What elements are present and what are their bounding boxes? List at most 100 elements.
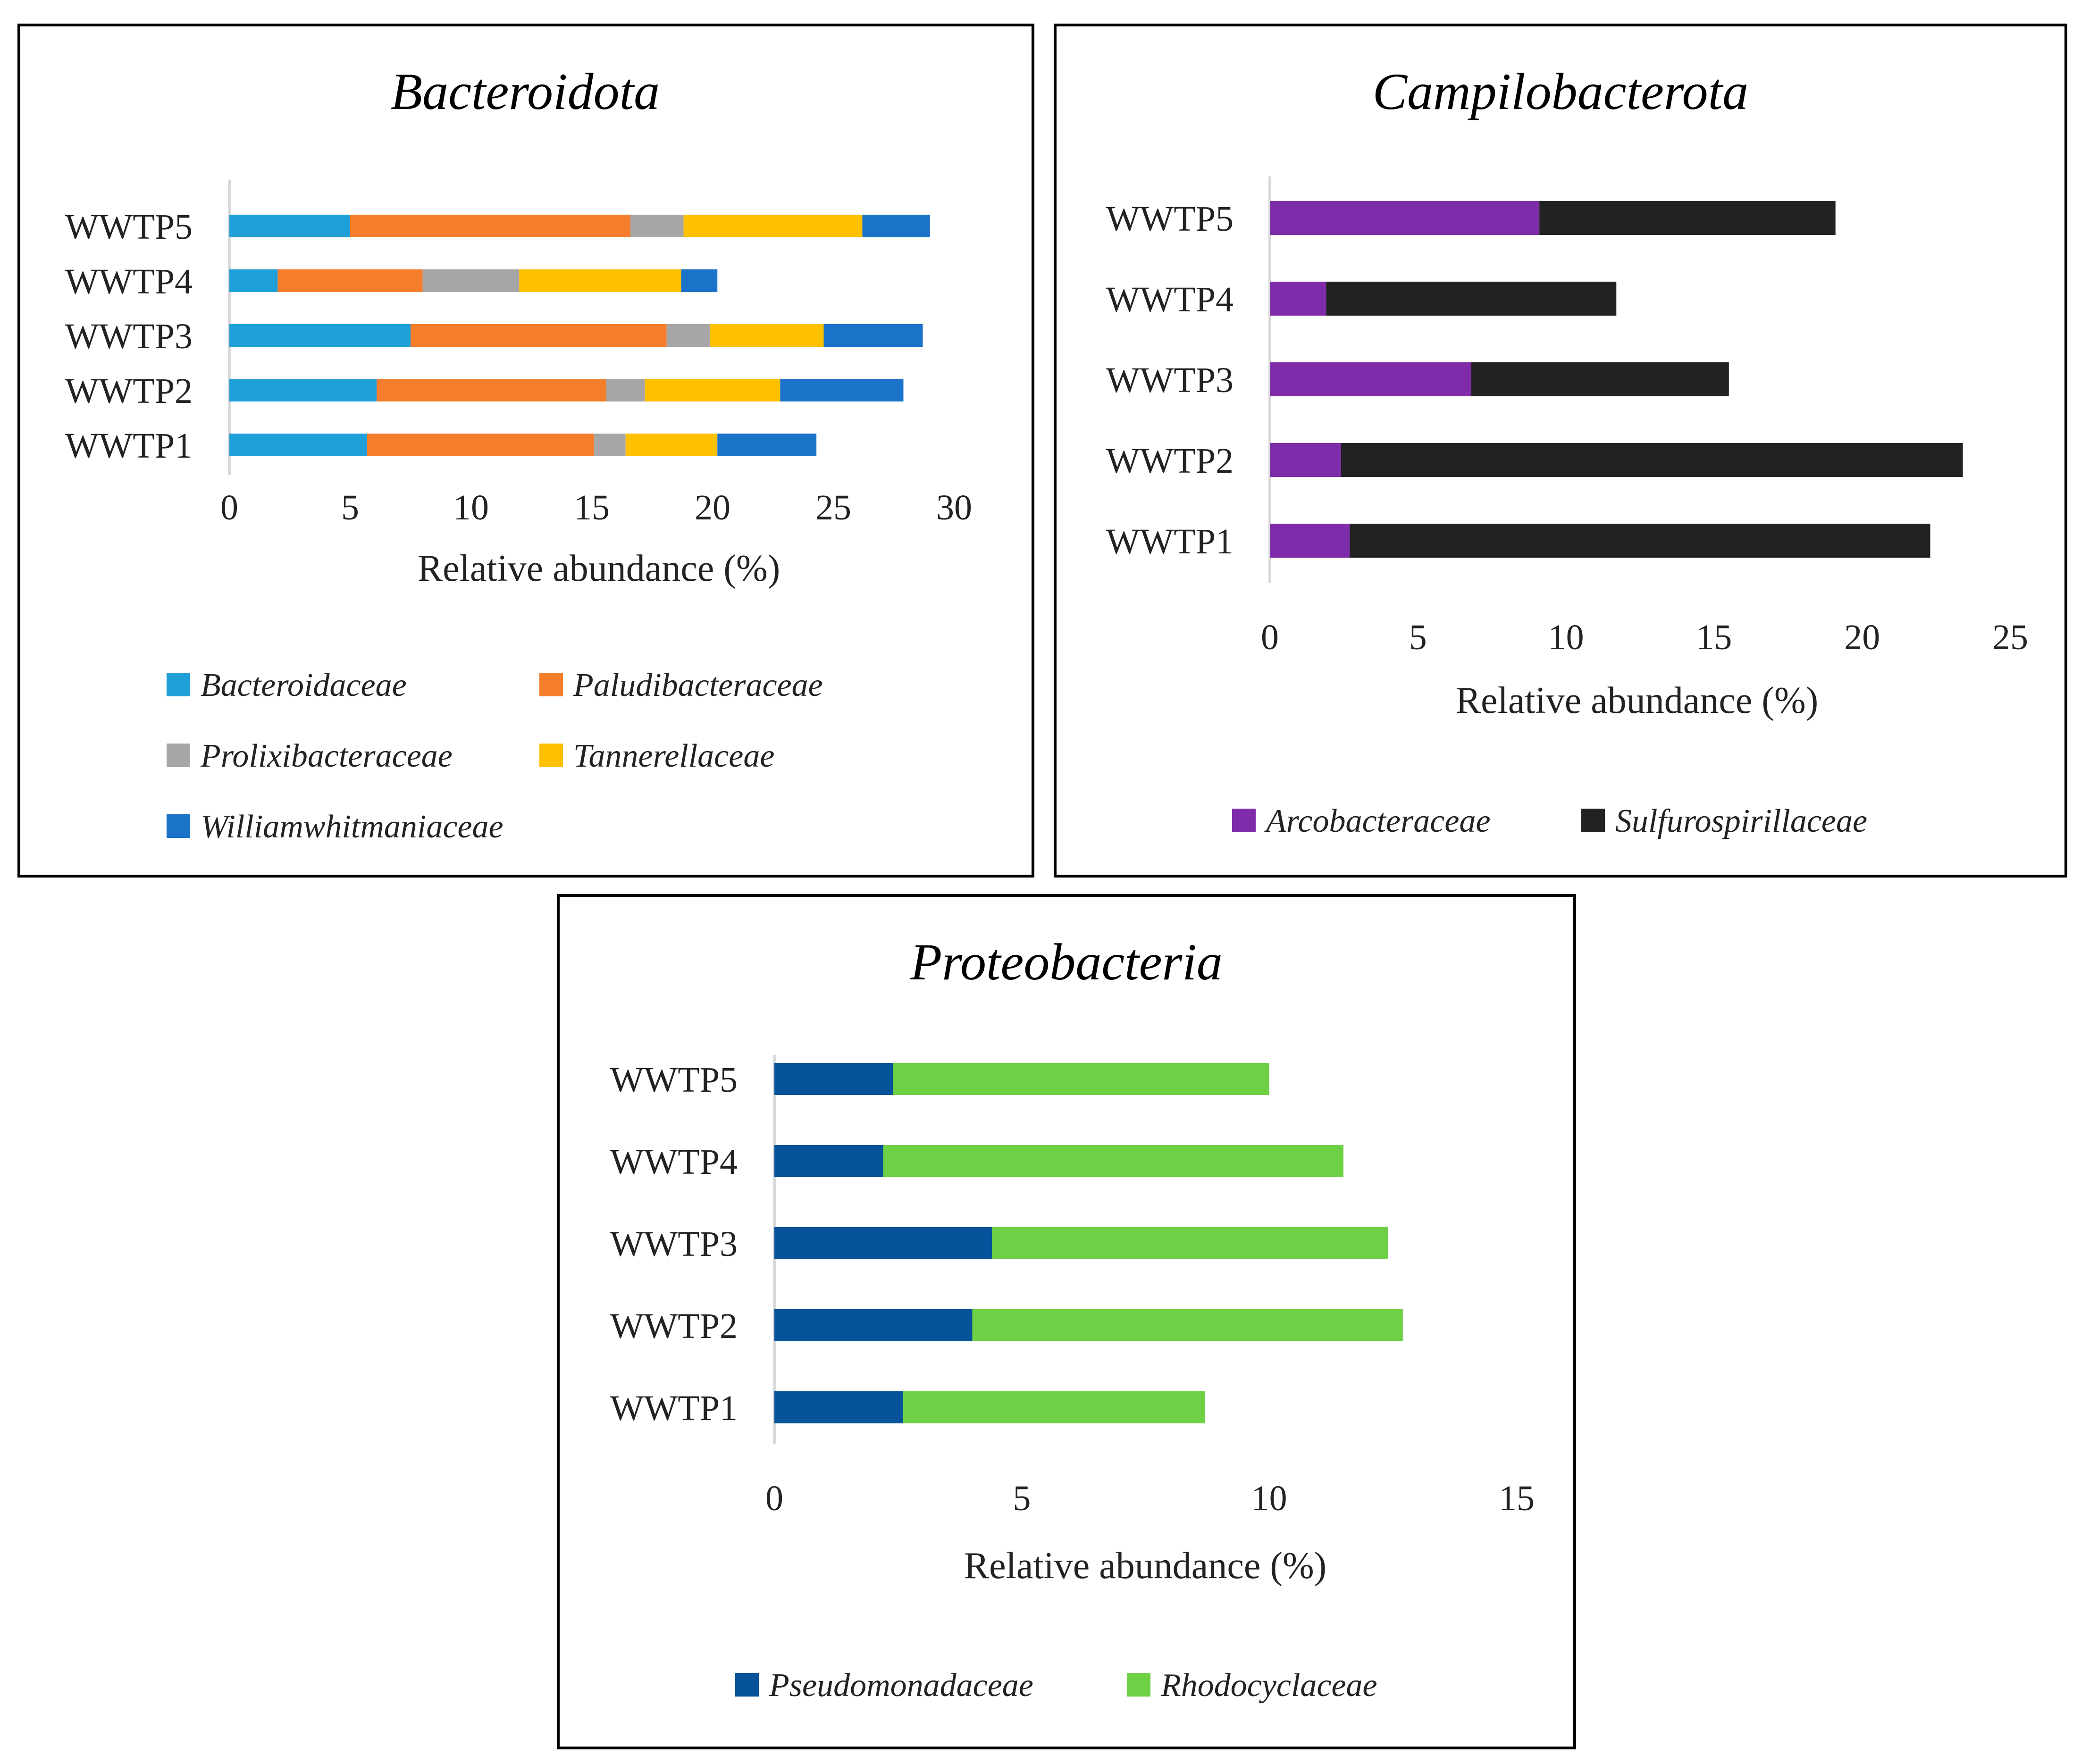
campilobacterota-bar-wwtp1-arcobacteraceae (1270, 524, 1350, 558)
campilobacterota-x-tick-label: 15 (1696, 618, 1732, 657)
bacteroidota-chart-panel: Bacteroidota WWTP1 WWTP2 WWTP3 WWTP4 WWTP5 0 5 1… (17, 24, 1034, 878)
bacteroidota-bar-wwtp1-bacteroidaceae (229, 434, 367, 456)
bacteroidota-bar-wwtp5-tannerellaceae (683, 215, 863, 237)
bacteroidota-bar-wwtp3-williamwhitmaniaceae (823, 324, 923, 347)
proteobacteria-chart-panel: Proteobacteria WWTP1 WWTP2 WWTP3 WWTP4 WWTP5 0… (557, 894, 1576, 1749)
bacteroidota-x-tick-label: 30 (936, 488, 972, 527)
bacteroidota-legend-label-williamwhitmaniaceae: Williamwhitmaniaceae (201, 809, 503, 845)
campilobacterota-title: Campilobacterota (1373, 63, 1748, 120)
campilobacterota-legend-label-arcobacteraceae: Arcobacteraceae (1264, 803, 1491, 839)
bacteroidota-category-label-wwtp2: WWTP2 (65, 371, 193, 411)
proteobacteria-legend-label-pseudomonadaceae: Pseudomonadaceae (769, 1667, 1033, 1704)
campilobacterota-legend-label-sulfurospirillaceae: Sulfurospirillaceae (1615, 803, 1867, 839)
proteobacteria-x-tick-label: 5 (1013, 1479, 1031, 1518)
bacteroidota-title: Bacteroidota (391, 63, 660, 120)
campilobacterota-bar-wwtp5-sulfurospirillaceae (1539, 201, 1836, 235)
bacteroidota-legend-swatch-paludibacteraceae (539, 673, 563, 696)
bacteroidota-bar-wwtp2-bacteroidaceae (229, 379, 377, 401)
bacteroidota-bar-wwtp2-williamwhitmaniaceae (780, 379, 904, 401)
campilobacterota-category-label-wwtp5: WWTP5 (1106, 199, 1233, 239)
bacteroidota-bar-wwtp4-bacteroidaceae (229, 269, 278, 292)
campilobacterota-x-tick-label: 10 (1548, 618, 1584, 657)
proteobacteria-category-label-wwtp2: WWTP2 (610, 1306, 738, 1346)
bacteroidota-bar-wwtp4-williamwhitmaniaceae (681, 269, 718, 292)
bacteroidota-chart: Bacteroidota WWTP1 WWTP2 WWTP3 WWTP4 WWTP5 0 5 1… (65, 63, 972, 845)
bacteroidota-bar-wwtp4-paludibacteraceae (277, 269, 423, 292)
bacteroidota-category-label-wwtp3: WWTP3 (65, 317, 193, 356)
proteobacteria-x-tick-label: 10 (1251, 1479, 1287, 1518)
proteobacteria-x-axis-title: Relative abundance (%) (964, 1545, 1327, 1587)
proteobacteria-bar-wwtp5-pseudomonadaceae (774, 1063, 893, 1095)
bacteroidota-bar-wwtp1-tannerellaceae (625, 434, 718, 456)
proteobacteria-x-tick-label: 0 (765, 1479, 783, 1518)
campilobacterota-category-label-wwtp1: WWTP1 (1106, 522, 1233, 561)
bacteroidota-bar-wwtp1-paludibacteraceae (367, 434, 595, 456)
bacteroidota-legend-label-bacteroidaceae: Bacteroidaceae (201, 667, 407, 703)
bacteroidota-bar-wwtp1-williamwhitmaniaceae (717, 434, 817, 456)
bacteroidota-legend-swatch-prolixibacteraceae (167, 744, 190, 767)
proteobacteria-chart: Proteobacteria WWTP1 WWTP2 WWTP3 WWTP4 WWTP5 0… (610, 933, 1535, 1704)
proteobacteria-category-label-wwtp1: WWTP1 (610, 1388, 738, 1428)
proteobacteria-legend-swatch-pseudomonadaceae (735, 1673, 759, 1697)
campilobacterota-x-tick-label: 25 (1992, 618, 2028, 657)
bacteroidota-bar-wwtp4-prolixibacteraceae (422, 269, 520, 292)
campilobacterota-legend-swatch-sulfurospirillaceae (1581, 809, 1605, 832)
bacteroidota-x-tick-label: 10 (453, 488, 489, 527)
proteobacteria-bar-wwtp5-rhodocyclaceae (893, 1063, 1269, 1095)
bacteroidota-legend-label-tannerellaceae: Tannerellaceae (573, 738, 774, 774)
bacteroidota-bar-wwtp3-paludibacteraceae (411, 324, 667, 347)
proteobacteria-bar-wwtp3-rhodocyclaceae (992, 1227, 1388, 1259)
bacteroidota-bar-wwtp2-prolixibacteraceae (606, 379, 645, 401)
bacteroidota-bar-wwtp2-tannerellaceae (645, 379, 780, 401)
proteobacteria-bar-wwtp2-rhodocyclaceae (972, 1309, 1403, 1341)
bacteroidota-bar-wwtp5-bacteroidaceae (229, 215, 350, 237)
campilobacterota-category-label-wwtp4: WWTP4 (1106, 280, 1233, 319)
proteobacteria-bar-wwtp4-rhodocyclaceae (883, 1145, 1343, 1177)
bacteroidota-bar-wwtp3-prolixibacteraceae (666, 324, 710, 347)
bacteroidota-bar-wwtp3-bacteroidaceae (229, 324, 411, 347)
bacteroidota-x-tick-label: 5 (341, 488, 359, 527)
campilobacterota-bar-wwtp3-arcobacteraceae (1270, 362, 1471, 396)
proteobacteria-legend-label-rhodocyclaceae: Rhodocyclaceae (1160, 1667, 1377, 1704)
bacteroidota-x-tick-label: 15 (574, 488, 610, 527)
bacteroidota-bar-wwtp2-paludibacteraceae (377, 379, 606, 401)
proteobacteria-bar-wwtp3-pseudomonadaceae (774, 1227, 992, 1259)
campilobacterota-bar-wwtp1-sulfurospirillaceae (1350, 524, 1930, 558)
bacteroidota-legend-label-prolixibacteraceae: Prolixibacteraceae (200, 738, 453, 774)
proteobacteria-bar-wwtp4-pseudomonadaceae (774, 1145, 883, 1177)
campilobacterota-bar-wwtp3-sulfurospirillaceae (1471, 362, 1729, 396)
proteobacteria-legend-swatch-rhodocyclaceae (1127, 1673, 1150, 1697)
bacteroidota-bar-wwtp5-williamwhitmaniaceae (862, 215, 930, 237)
campilobacterota-x-tick-label: 20 (1844, 618, 1880, 657)
bacteroidota-category-label-wwtp5: WWTP5 (65, 207, 193, 247)
bacteroidota-x-tick-label: 0 (220, 488, 238, 527)
bacteroidota-legend-swatch-bacteroidaceae (167, 673, 190, 696)
campilobacterota-category-label-wwtp2: WWTP2 (1106, 441, 1233, 481)
bacteroidota-bar-wwtp5-paludibacteraceae (350, 215, 630, 237)
proteobacteria-title: Proteobacteria (910, 933, 1223, 991)
campilobacterota-bar-wwtp4-sulfurospirillaceae (1326, 282, 1617, 316)
proteobacteria-category-label-wwtp5: WWTP5 (610, 1060, 738, 1100)
bacteroidota-category-label-wwtp1: WWTP1 (65, 426, 193, 466)
campilobacterota-bar-wwtp2-sulfurospirillaceae (1341, 443, 1963, 477)
campilobacterota-x-axis-title: Relative abundance (%) (1456, 680, 1819, 721)
proteobacteria-bar-wwtp2-pseudomonadaceae (774, 1309, 973, 1341)
campilobacterota-bar-wwtp5-arcobacteraceae (1270, 201, 1540, 235)
bacteroidota-legend-swatch-tannerellaceae (539, 744, 563, 767)
bacteroidota-category-label-wwtp4: WWTP4 (65, 262, 193, 301)
campilobacterota-x-tick-label: 5 (1409, 618, 1427, 657)
proteobacteria-bar-wwtp1-rhodocyclaceae (903, 1391, 1205, 1423)
campilobacterota-bar-wwtp2-arcobacteraceae (1270, 443, 1341, 477)
bacteroidota-x-axis-title: Relative abundance (%) (418, 548, 780, 589)
proteobacteria-x-tick-label: 15 (1499, 1479, 1535, 1518)
bacteroidota-legend-label-paludibacteraceae: Paludibacteraceae (573, 667, 823, 703)
bacteroidota-bar-wwtp3-tannerellaceae (710, 324, 824, 347)
bacteroidota-bar-wwtp1-prolixibacteraceae (594, 434, 626, 456)
bacteroidota-x-tick-label: 25 (815, 488, 851, 527)
bacteroidota-x-tick-label: 20 (695, 488, 730, 527)
campilobacterota-category-label-wwtp3: WWTP3 (1106, 360, 1233, 400)
campilobacterota-x-tick-label: 0 (1261, 618, 1279, 657)
bacteroidota-legend-swatch-williamwhitmaniaceae (167, 814, 190, 838)
campilobacterota-bar-wwtp4-arcobacteraceae (1270, 282, 1326, 316)
campilobacterota-chart: Campilobacterota WWTP1 WWTP2 WWTP3 WWTP4 WWTP… (1106, 63, 2028, 839)
